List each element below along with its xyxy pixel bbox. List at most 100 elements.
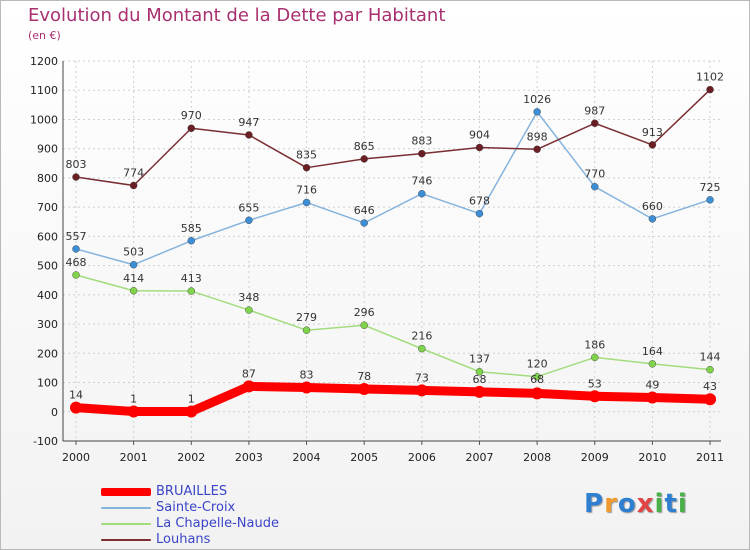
data-point bbox=[127, 405, 140, 418]
y-tick-label: 1100 bbox=[30, 84, 58, 97]
data-point bbox=[129, 287, 138, 295]
data-point bbox=[302, 163, 311, 172]
data-point bbox=[360, 219, 368, 227]
data-label: 414 bbox=[123, 272, 144, 285]
data-label: 660 bbox=[642, 200, 663, 213]
data-label: 49 bbox=[645, 378, 659, 391]
y-tick-label: 200 bbox=[37, 347, 58, 360]
data-label: 774 bbox=[123, 167, 144, 180]
y-tick-label: 1200 bbox=[30, 55, 58, 68]
data-point bbox=[531, 387, 544, 400]
y-tick-label: -100 bbox=[33, 435, 58, 448]
data-label: 947 bbox=[238, 116, 259, 129]
x-tick-label: 2005 bbox=[350, 451, 378, 464]
logo-letter: t bbox=[664, 489, 678, 519]
data-point bbox=[245, 131, 253, 139]
logo-letter: x bbox=[636, 489, 655, 519]
data-label: 14 bbox=[69, 389, 83, 402]
legend: BRUAILLES Sainte-Croix La Chapelle-Naude… bbox=[101, 484, 341, 548]
y-tick-label: 600 bbox=[37, 230, 58, 243]
x-tick-label: 2009 bbox=[581, 451, 609, 464]
data-label: 883 bbox=[411, 135, 432, 148]
data-point bbox=[706, 196, 714, 204]
data-point bbox=[591, 119, 599, 127]
data-point bbox=[648, 141, 657, 149]
proxiti-logo: Proxiti bbox=[584, 489, 688, 519]
data-label: 835 bbox=[296, 149, 317, 162]
y-tick-label: 800 bbox=[37, 172, 58, 185]
legend-label: Louhans bbox=[156, 532, 211, 547]
data-label: 987 bbox=[584, 104, 605, 117]
data-point bbox=[473, 385, 486, 398]
data-label: 279 bbox=[296, 311, 317, 324]
data-label: 120 bbox=[527, 358, 548, 371]
x-tick-label: 2002 bbox=[177, 451, 205, 464]
data-point bbox=[300, 381, 313, 394]
data-label: 144 bbox=[700, 351, 721, 364]
data-label: 1 bbox=[188, 392, 195, 405]
logo-letter: i bbox=[654, 489, 665, 519]
data-label: 87 bbox=[242, 367, 256, 380]
data-label: 468 bbox=[66, 256, 87, 269]
chart-title: Evolution du Montant de la Dette par Hab… bbox=[28, 5, 446, 26]
legend-item-louhans: Louhans bbox=[101, 532, 341, 548]
logo-letter: o bbox=[617, 489, 637, 519]
data-label: 68 bbox=[472, 373, 486, 386]
x-tick-label: 2000 bbox=[62, 451, 90, 464]
data-label: 557 bbox=[66, 230, 87, 243]
data-point bbox=[302, 198, 311, 207]
data-label: 348 bbox=[238, 291, 259, 304]
data-point bbox=[704, 393, 717, 406]
data-label: 585 bbox=[181, 222, 202, 235]
data-label: 503 bbox=[123, 246, 144, 259]
data-labels: 557 503 585 655 716 646 746 678 1026 770 660 725 468… bbox=[66, 71, 725, 406]
x-tick-label: 2010 bbox=[638, 451, 666, 464]
data-label: 803 bbox=[66, 158, 87, 171]
data-label: 646 bbox=[354, 204, 375, 217]
data-label: 83 bbox=[300, 369, 314, 382]
series-line-1 bbox=[75, 111, 711, 266]
data-point bbox=[418, 149, 426, 158]
data-point bbox=[591, 182, 599, 191]
data-point bbox=[418, 190, 426, 198]
data-point bbox=[475, 209, 484, 218]
data-point bbox=[187, 287, 195, 295]
data-label: 137 bbox=[469, 353, 490, 366]
x-tick-label: 2004 bbox=[293, 451, 321, 464]
legend-swatch-bruailles bbox=[101, 488, 151, 496]
data-label: 78 bbox=[357, 370, 371, 383]
chart-subtitle: (en €) bbox=[28, 29, 61, 42]
data-point bbox=[72, 173, 80, 181]
legend-label: Sainte-Croix bbox=[156, 500, 236, 515]
series-line-3 bbox=[75, 88, 711, 187]
data-label: 913 bbox=[642, 126, 663, 139]
data-point bbox=[129, 261, 138, 269]
y-tick-label: 700 bbox=[37, 201, 58, 214]
data-label: 716 bbox=[296, 183, 317, 196]
y-tick-label: 900 bbox=[37, 143, 58, 156]
data-point bbox=[360, 321, 368, 329]
data-label: 216 bbox=[411, 330, 432, 343]
y-tick-label: 1000 bbox=[30, 113, 58, 126]
data-label: 898 bbox=[527, 130, 548, 143]
data-label: 655 bbox=[238, 201, 259, 214]
x-tick-label: 2007 bbox=[465, 451, 493, 464]
logo-letter: i bbox=[677, 489, 688, 519]
series-line-0 bbox=[71, 381, 715, 416]
data-label: 1 bbox=[130, 392, 137, 405]
data-point bbox=[706, 365, 714, 374]
data-point bbox=[187, 237, 195, 245]
data-point bbox=[418, 344, 426, 353]
data-label: 970 bbox=[181, 109, 202, 122]
data-label: 164 bbox=[642, 345, 663, 358]
data-label: 413 bbox=[181, 272, 202, 285]
legend-swatch-la-chapelle-naude bbox=[101, 523, 151, 525]
data-label: 73 bbox=[415, 371, 429, 384]
logo-letter: P bbox=[584, 489, 605, 519]
data-point bbox=[187, 124, 195, 132]
legend-swatch-sainte-croix bbox=[101, 507, 151, 509]
series-lines bbox=[70, 85, 717, 418]
data-label: 725 bbox=[700, 181, 721, 194]
data-point bbox=[706, 85, 714, 94]
x-tick-label: 2006 bbox=[408, 451, 436, 464]
